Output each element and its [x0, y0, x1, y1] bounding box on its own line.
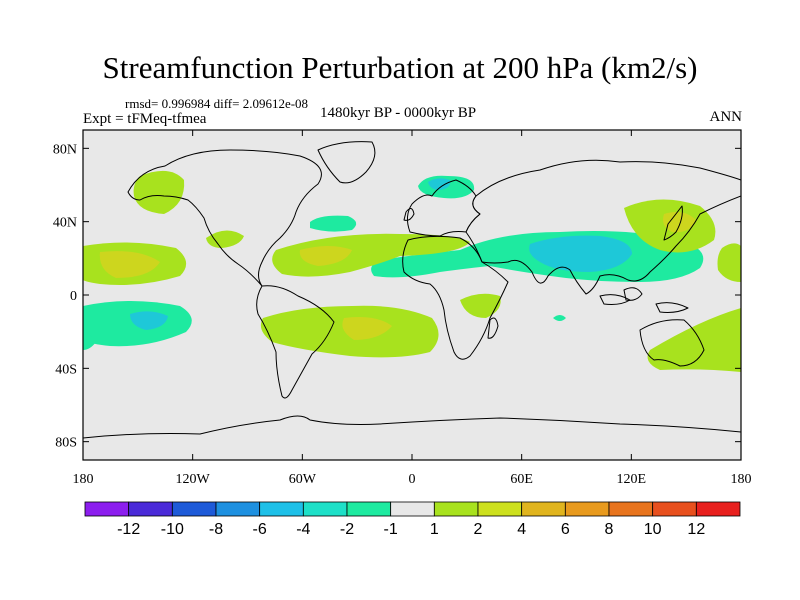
contour-region: [83, 332, 96, 350]
contour-region: [647, 308, 741, 372]
contour-region: [553, 315, 566, 321]
strong-positive-regions: [99, 212, 696, 340]
coastline-australia: [639, 319, 705, 367]
lon-tick-label: 60E: [510, 472, 533, 487]
coastline-asia: [465, 159, 741, 295]
colorbar-swatch: [128, 501, 173, 517]
lon-tick-label: 180: [731, 472, 752, 487]
contour-region: [428, 178, 451, 190]
colorbar-swatch: [302, 501, 348, 517]
contour-region: [529, 235, 632, 272]
coastline-africa: [402, 235, 509, 360]
colorbar-label: -1: [384, 521, 398, 538]
contour-region: [99, 251, 160, 278]
lon-tick-label: 120W: [176, 472, 211, 487]
colorbar-label: 6: [561, 521, 570, 538]
colorbar-swatch: [259, 501, 304, 517]
colorbar-swatch: [521, 501, 566, 517]
colorbar-label: 4: [517, 521, 526, 538]
colorbar-label: 1: [430, 521, 439, 538]
colorbar-label: -6: [253, 521, 267, 538]
lat-tick-label: 0: [70, 289, 77, 304]
coastline-south-america: [256, 285, 335, 399]
lat-tick-label: 40N: [53, 216, 77, 231]
colorbar-label: -4: [296, 521, 310, 538]
colorbar-swatch: [477, 501, 523, 517]
contour-region: [206, 230, 244, 248]
map-background: [83, 130, 741, 460]
colorbar-label: -2: [340, 521, 354, 538]
coastline-north-america: [127, 149, 322, 287]
coastline-borneo: [623, 287, 643, 301]
colorbar-swatch: [695, 501, 741, 517]
contour-region: [272, 233, 470, 277]
experiment-label: Expt = tFMeq-tfmea: [83, 111, 207, 127]
lon-tick-label: 120E: [617, 472, 647, 487]
colorbar: -12 -10 -8 -6 -4 -2 -1 1 2 4 6 8 10 12: [84, 501, 741, 538]
colorbar-swatch: [608, 501, 654, 517]
longitude-axis: 180 120W 60W 0 60E 120E 180: [73, 130, 752, 487]
contour-region: [342, 317, 392, 340]
contour-region: [717, 243, 741, 282]
colorbar-swatch: [215, 501, 261, 517]
colorbar-swatch: [346, 501, 392, 517]
contour-region: [299, 246, 352, 266]
coastline-greenland: [317, 141, 376, 184]
contour-region: [663, 212, 696, 233]
colorbar-label: 2: [474, 521, 483, 538]
colorbar-label: 10: [644, 521, 662, 538]
lon-tick-label: 60W: [289, 472, 317, 487]
period-label: 1480kyr BP - 0000kyr BP: [320, 105, 477, 121]
lat-tick-label: 80S: [55, 436, 77, 451]
contour-region: [460, 293, 501, 318]
colorbar-label: -12: [117, 521, 140, 538]
contour-region: [133, 170, 185, 214]
stats-text: rmsd= 0.996984 diff= 2.09612e-08: [125, 96, 309, 111]
coastline-madagascar: [487, 317, 499, 339]
colorbar-swatch: [564, 501, 610, 517]
colorbar-swatch: [390, 501, 435, 517]
chart-title: Streamfunction Perturbation at 200 hPa (…: [102, 50, 698, 85]
colorbar-swatch: [171, 501, 217, 517]
colorbar-label: -10: [161, 521, 184, 538]
season-label: ANN: [709, 109, 743, 125]
colorbar-label: 8: [605, 521, 614, 538]
lon-tick-label: 180: [73, 472, 94, 487]
strong-negative-regions: [130, 178, 632, 330]
contour-region: [310, 215, 357, 232]
coastline-antarctica: [83, 415, 741, 439]
colorbar-label: -8: [209, 521, 223, 538]
colorbar-label: 12: [687, 521, 705, 538]
colorbar-swatch: [84, 501, 130, 517]
coastline-new-guinea: [655, 302, 689, 313]
colorbar-swatch: [652, 501, 697, 517]
colorbar-swatch: [433, 501, 479, 517]
lon-tick-label: 0: [409, 472, 416, 487]
lat-tick-label: 40S: [55, 362, 77, 377]
contour-region: [130, 311, 168, 330]
coastline-uk: [403, 208, 415, 221]
contour-fields: [83, 141, 741, 439]
latitude-axis: 80N 40N 0 40S 80S: [53, 142, 741, 451]
lat-tick-label: 80N: [53, 142, 77, 157]
coastline-japan: [663, 205, 683, 241]
coastlines: [83, 141, 741, 439]
